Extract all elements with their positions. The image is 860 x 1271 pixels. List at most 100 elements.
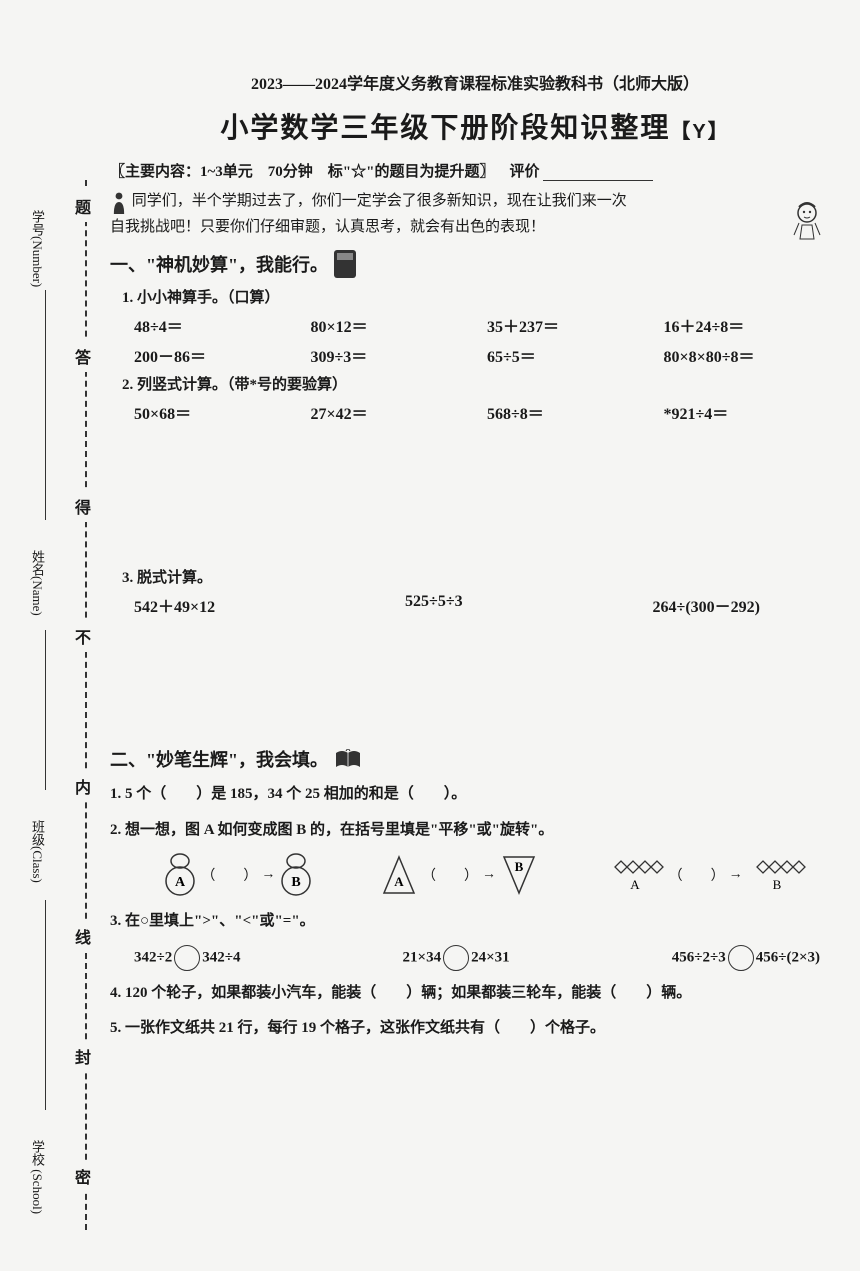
eq: 200－86＝	[134, 343, 311, 367]
compare-circle[interactable]	[443, 945, 469, 971]
equation-row: 200－86＝ 309÷3＝ 65÷5＝ 80×8×80÷8＝	[134, 343, 840, 367]
eq: 309÷3＝	[311, 343, 488, 367]
arrow-icon: →	[261, 867, 275, 883]
triangle-b-icon: B	[500, 853, 538, 897]
label: A	[394, 874, 404, 889]
eq: 27×42＝	[311, 400, 488, 424]
seal-char: 不	[75, 620, 91, 652]
eq: 65÷5＝	[487, 343, 664, 367]
eq: 264÷(300－292)	[653, 593, 760, 617]
title-suffix: 【Y】	[670, 121, 729, 143]
eq: 525÷5÷3	[405, 593, 463, 617]
subheader: 〖主要内容：1~3单元 70分钟 标"☆"的题目为提升题〗 评价	[110, 160, 840, 181]
label: A	[175, 875, 186, 890]
arrow-label: （ ）	[201, 865, 257, 885]
page-content: 2023——2024学年度义务教育课程标准实验教科书（北师大版） 小学数学三年级…	[110, 70, 840, 1052]
shape-transform-row: A （ ） → B A （ ） → B	[130, 853, 840, 897]
compare-circle[interactable]	[174, 945, 200, 971]
eq: 35＋237＝	[487, 313, 664, 337]
q-text: 1. 5 个（ ）是 185，34 个 25 相加的和是（ ）。	[110, 786, 466, 802]
comp-c2: 456÷(2×3)	[756, 949, 820, 965]
compare-row: 342÷2 342÷4 21×34 24×31 456÷2÷3 456÷(2×3)	[134, 945, 840, 971]
shape-group-diamond: A （ ） → B	[605, 855, 807, 895]
subhead-content: 〖主要内容：1~3单元 70分钟 标"☆"的题目为提升题〗	[110, 164, 494, 180]
line	[45, 900, 46, 1110]
label: B	[772, 877, 781, 892]
page-title: 小学数学三年级下册阶段知识整理【Y】	[110, 106, 840, 146]
equation-row: 542＋49×12 525÷5÷3 264÷(300－292)	[134, 593, 840, 617]
comp-group: 456÷2÷3 456÷(2×3)	[672, 945, 820, 971]
fill-q5: 5. 一张作文纸共 21 行，每行 19 个格子，这张作文纸共有（ ）个格子。	[110, 1016, 840, 1042]
q2-label: 2. 列竖式计算。（带*号的要验算）	[122, 373, 840, 394]
label-school: 学校 (School)	[28, 1140, 47, 1214]
seal-char: 得	[75, 490, 91, 522]
seal-char: 线	[75, 920, 91, 952]
eq: 16＋24÷8＝	[664, 313, 841, 337]
comp-group: 342÷2 342÷4	[134, 945, 240, 971]
work-space	[110, 623, 840, 738]
fill-q3: 3. 在○里填上">"、"<"或"="。	[110, 909, 840, 935]
comp-b2: 24×31	[471, 949, 510, 965]
eq: 48÷4＝	[134, 313, 311, 337]
intro-line2: 自我挑战吧！只要你们仔细审题，认真思考，就会有出色的表现！	[110, 219, 545, 235]
fill-q4: 4. 120 个轮子，如果都装小汽车，能装（ ）辆；如果都装三轮车，能装（ ）辆…	[110, 981, 840, 1007]
seal-dashline	[85, 180, 87, 1230]
binding-sidebar: 学号(Number) 姓名(Name) 班级(Class) 学校 (School…	[20, 180, 100, 1230]
eq: 568÷8＝	[487, 400, 664, 424]
section2-head: 二、"妙笔生辉"，我会填。	[110, 746, 840, 772]
q-text: 5. 一张作文纸共 21 行，每行 19 个格子，这张作文纸共有（ ）个格子。	[110, 1020, 605, 1036]
book-icon	[334, 749, 362, 769]
label-student-name: 姓名(Name)	[28, 550, 47, 616]
label-student-number: 学号(Number)	[28, 210, 47, 287]
q1-label: 1. 小小神算手。（口算）	[122, 286, 840, 307]
comp-group: 21×34 24×31	[403, 945, 510, 971]
shape-group-triangle: A （ ） → B	[380, 853, 538, 897]
comp-a1: 342÷2	[134, 949, 172, 965]
eq: 50×68＝	[134, 400, 311, 424]
eval-blank[interactable]	[543, 180, 653, 181]
q-text: 3. 在○里填上">"、"<"或"="。	[110, 913, 315, 929]
comp-c1: 456÷2÷3	[672, 949, 726, 965]
girl-icon	[784, 197, 830, 243]
intro-line1: 同学们，半个学期过去了，你们一定学会了很多新知识，现在让我们来一次	[132, 193, 627, 209]
intro-text: 同学们，半个学期过去了，你们一定学会了很多新知识，现在让我们来一次 自我挑战吧！…	[110, 189, 840, 240]
q-text: 2. 想一想，图 A 如何变成图 B 的，在括号里填是"平移"或"旋转"。	[110, 822, 553, 838]
equation-row: 48÷4＝ 80×12＝ 35＋237＝ 16＋24÷8＝	[134, 313, 840, 337]
student-icon	[110, 190, 128, 214]
bulb-b-icon: B	[279, 853, 313, 897]
label-class: 班级(Class)	[28, 820, 47, 883]
calculator-icon	[334, 250, 356, 278]
section1-head: 一、"神机妙算"，我能行。	[110, 250, 840, 278]
eq: 542＋49×12	[134, 593, 215, 617]
arrow-label: （ ）	[422, 865, 478, 885]
work-space	[110, 430, 840, 560]
seal-char: 题	[75, 190, 91, 222]
equation-row: 50×68＝ 27×42＝ 568÷8＝ *921÷4＝	[134, 400, 840, 424]
fill-q1: 1. 5 个（ ）是 185，34 个 25 相加的和是（ ）。	[110, 782, 840, 808]
eval-label: 评价	[509, 164, 539, 180]
label: B	[515, 859, 524, 874]
triangle-a-icon: A	[380, 853, 418, 897]
q3-label: 3. 脱式计算。	[122, 566, 840, 587]
shape-group-bulb: A （ ） → B	[163, 853, 313, 897]
compare-circle[interactable]	[728, 945, 754, 971]
line	[45, 290, 46, 520]
line	[45, 630, 46, 790]
title-text: 小学数学三年级下册阶段知识整理	[220, 112, 670, 143]
q-text: 4. 120 个轮子，如果都装小汽车，能装（ ）辆；如果都装三轮车，能装（ ）辆…	[110, 985, 691, 1001]
seal-char: 内	[75, 770, 91, 802]
arrow-label: （ ）	[669, 865, 725, 885]
seal-char: 密	[75, 1160, 91, 1192]
diamond-a-icon: A	[605, 855, 665, 895]
bulb-a-icon: A	[163, 853, 197, 897]
label: B	[292, 875, 301, 890]
section2-title: 二、"妙笔生辉"，我会填。	[110, 746, 328, 772]
comp-a2: 342÷4	[202, 949, 240, 965]
header-year-line: 2023——2024学年度义务教育课程标准实验教科书（北师大版）	[110, 70, 840, 94]
diamond-b-icon: B	[747, 855, 807, 895]
arrow-icon: →	[729, 867, 743, 883]
seal-char: 封	[75, 1040, 91, 1072]
eq: 80×12＝	[311, 313, 488, 337]
label: A	[630, 877, 640, 892]
comp-b1: 21×34	[403, 949, 442, 965]
